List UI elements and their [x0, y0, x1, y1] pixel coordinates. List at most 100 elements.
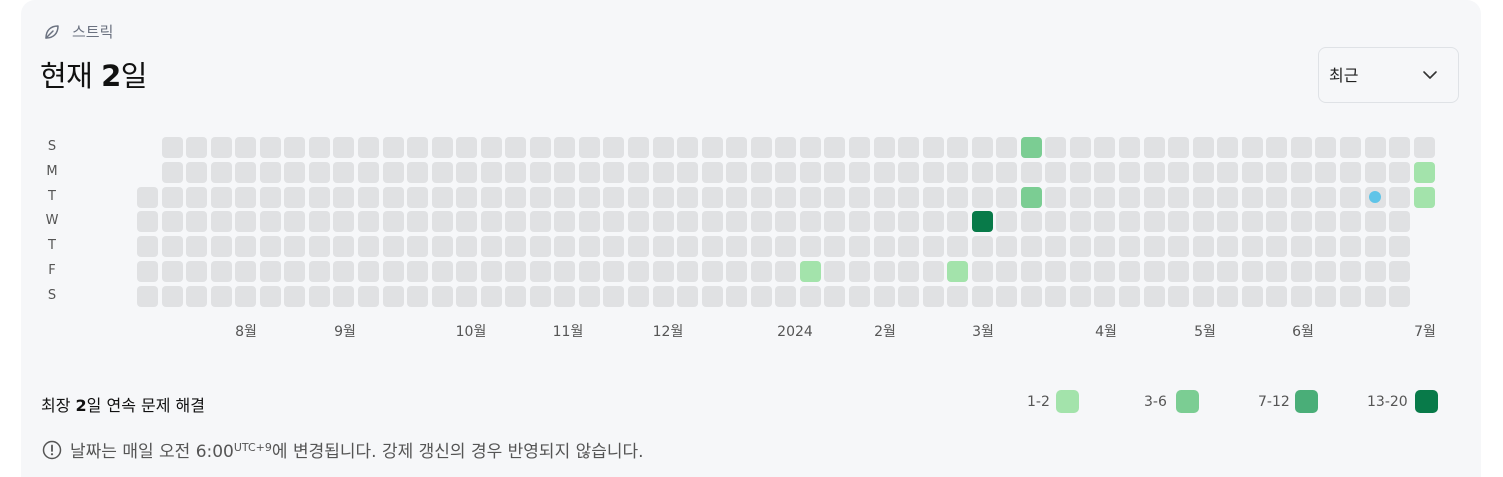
streak-day-cell[interactable]	[873, 186, 895, 208]
streak-day-cell[interactable]	[628, 186, 649, 208]
streak-day-cell[interactable]	[1143, 137, 1165, 158]
streak-day-cell[interactable]	[505, 137, 527, 158]
streak-day-cell[interactable]	[1315, 211, 1337, 233]
streak-day-cell[interactable]	[505, 236, 527, 258]
streak-day-cell[interactable]	[971, 285, 993, 307]
streak-day-cell[interactable]	[1168, 261, 1190, 282]
streak-day-cell[interactable]	[652, 137, 674, 158]
streak-day-cell[interactable]	[578, 285, 600, 307]
streak-day-cell[interactable]	[1241, 211, 1263, 233]
streak-day-cell[interactable]	[308, 236, 330, 258]
streak-day-cell[interactable]	[1143, 285, 1165, 307]
streak-day-cell[interactable]	[922, 261, 944, 282]
streak-day-cell[interactable]	[996, 137, 1018, 158]
streak-day-cell[interactable]	[357, 285, 379, 307]
streak-day-cell[interactable]	[848, 261, 870, 282]
streak-day-cell[interactable]	[971, 186, 993, 208]
streak-day-cell[interactable]	[480, 261, 502, 282]
streak-day-cell[interactable]	[1413, 186, 1435, 208]
streak-day-cell[interactable]	[1339, 285, 1361, 307]
streak-day-cell[interactable]	[210, 236, 232, 258]
streak-day-cell[interactable]	[505, 211, 527, 233]
streak-day-cell[interactable]	[1045, 211, 1067, 233]
streak-day-cell[interactable]	[186, 285, 208, 307]
streak-day-cell[interactable]	[726, 186, 748, 208]
streak-day-cell[interactable]	[333, 211, 355, 233]
streak-day-cell[interactable]	[996, 236, 1018, 258]
streak-day-cell[interactable]	[1413, 161, 1435, 183]
streak-day-cell[interactable]	[971, 236, 993, 258]
streak-day-cell[interactable]	[652, 236, 674, 258]
streak-day-cell[interactable]	[775, 211, 797, 233]
streak-day-cell[interactable]	[947, 211, 969, 233]
streak-day-cell[interactable]	[382, 137, 404, 158]
streak-day-cell[interactable]	[235, 137, 257, 158]
streak-day-cell[interactable]	[137, 261, 158, 282]
streak-day-cell[interactable]	[603, 261, 625, 282]
streak-day-cell[interactable]	[1094, 285, 1116, 307]
streak-day-cell[interactable]	[284, 211, 306, 233]
streak-day-cell[interactable]	[529, 137, 551, 158]
streak-day-cell[interactable]	[259, 261, 281, 282]
streak-day-cell[interactable]	[456, 161, 478, 183]
streak-day-cell[interactable]	[1339, 261, 1361, 282]
streak-day-cell[interactable]	[1266, 211, 1288, 233]
streak-day-cell[interactable]	[848, 161, 870, 183]
streak-day-cell[interactable]	[1339, 161, 1361, 183]
streak-day-cell[interactable]	[1389, 236, 1411, 258]
streak-day-cell[interactable]	[1266, 261, 1288, 282]
streak-day-cell[interactable]	[1290, 261, 1312, 282]
streak-day-cell[interactable]	[628, 211, 649, 233]
streak-day-cell[interactable]	[333, 236, 355, 258]
streak-day-cell[interactable]	[701, 261, 723, 282]
streak-day-cell[interactable]	[505, 186, 527, 208]
streak-day-cell[interactable]	[701, 211, 723, 233]
streak-day-cell[interactable]	[996, 211, 1018, 233]
streak-day-cell[interactable]	[922, 285, 944, 307]
streak-day-cell[interactable]	[947, 186, 969, 208]
streak-day-cell[interactable]	[873, 236, 895, 258]
streak-day-cell[interactable]	[628, 236, 649, 258]
streak-day-cell[interactable]	[1143, 161, 1165, 183]
streak-day-cell[interactable]	[1217, 285, 1239, 307]
streak-day-cell[interactable]	[799, 137, 821, 158]
streak-day-cell[interactable]	[529, 186, 551, 208]
streak-day-cell[interactable]	[431, 161, 453, 183]
streak-day-cell[interactable]	[1241, 261, 1263, 282]
streak-day-cell[interactable]	[407, 236, 429, 258]
streak-day-cell[interactable]	[333, 186, 355, 208]
streak-day-cell[interactable]	[1119, 186, 1140, 208]
streak-day-cell[interactable]	[382, 261, 404, 282]
streak-day-cell[interactable]	[308, 285, 330, 307]
streak-day-cell[interactable]	[652, 285, 674, 307]
streak-day-cell[interactable]	[898, 211, 920, 233]
streak-day-cell[interactable]	[922, 186, 944, 208]
streak-day-cell[interactable]	[996, 261, 1018, 282]
streak-day-cell[interactable]	[1339, 137, 1361, 158]
streak-day-cell[interactable]	[456, 285, 478, 307]
streak-day-cell[interactable]	[259, 137, 281, 158]
streak-day-cell[interactable]	[235, 236, 257, 258]
streak-day-cell[interactable]	[480, 161, 502, 183]
streak-day-cell[interactable]	[1168, 236, 1190, 258]
streak-day-cell[interactable]	[456, 236, 478, 258]
streak-day-cell[interactable]	[947, 161, 969, 183]
streak-day-cell[interactable]	[1020, 261, 1042, 282]
streak-day-cell[interactable]	[1241, 285, 1263, 307]
streak-day-cell[interactable]	[431, 236, 453, 258]
streak-day-cell[interactable]	[284, 261, 306, 282]
streak-day-cell[interactable]	[1389, 186, 1411, 208]
streak-day-cell[interactable]	[1045, 161, 1067, 183]
streak-day-cell[interactable]	[873, 285, 895, 307]
streak-day-cell[interactable]	[480, 137, 502, 158]
streak-day-cell[interactable]	[971, 261, 993, 282]
streak-day-cell[interactable]	[922, 211, 944, 233]
streak-day-cell[interactable]	[1020, 211, 1042, 233]
streak-day-cell[interactable]	[186, 137, 208, 158]
streak-day-cell[interactable]	[824, 161, 846, 183]
streak-day-cell[interactable]	[186, 261, 208, 282]
streak-day-cell[interactable]	[750, 261, 772, 282]
streak-day-cell[interactable]	[628, 285, 649, 307]
streak-day-cell[interactable]	[578, 186, 600, 208]
streak-day-cell[interactable]	[971, 211, 993, 233]
